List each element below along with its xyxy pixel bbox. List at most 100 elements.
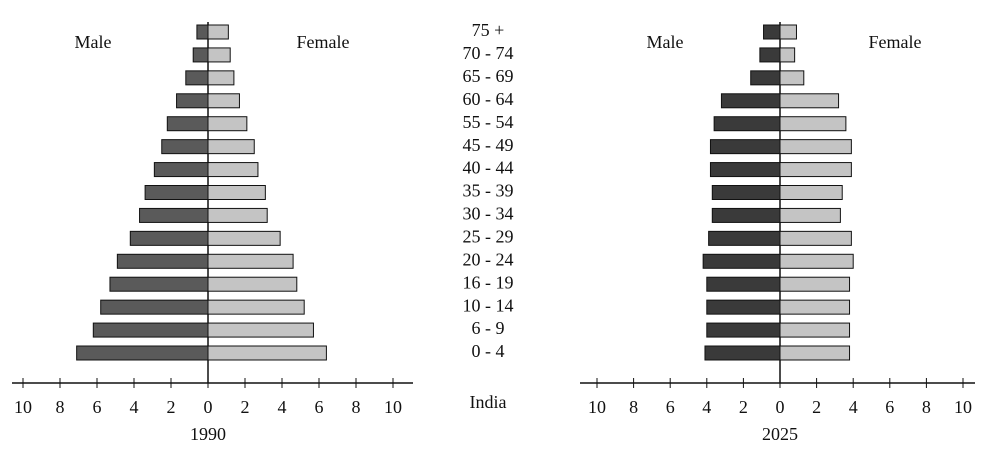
bar — [779, 253, 854, 269]
category-label: 35 - 39 — [463, 181, 514, 201]
bar — [779, 70, 805, 86]
bar — [709, 139, 781, 155]
x-tick-label: 10 — [14, 397, 32, 417]
bar — [779, 230, 852, 246]
x-tick-label: 6 — [315, 397, 324, 417]
bar — [779, 345, 851, 361]
category-label: 70 - 74 — [463, 43, 514, 63]
x-tick-label: 8 — [352, 397, 361, 417]
bar — [779, 139, 852, 155]
x-tick-label: 10 — [384, 397, 402, 417]
bar — [706, 276, 781, 292]
bar — [153, 162, 209, 178]
bar — [109, 276, 209, 292]
x-tick-label: 2 — [167, 397, 176, 417]
legend-label: Female — [869, 32, 922, 52]
bar — [779, 24, 797, 40]
panel-label: 1990 — [190, 424, 226, 444]
bar — [779, 276, 851, 292]
bar — [116, 253, 209, 269]
category-label: 10 - 14 — [463, 295, 514, 315]
bar — [779, 185, 843, 200]
bar — [176, 93, 209, 109]
center-label: India — [470, 392, 507, 412]
bar — [166, 116, 209, 132]
bar — [192, 47, 209, 63]
bar — [779, 116, 847, 132]
panel-label: 2025 — [762, 424, 798, 444]
x-tick-label: 4 — [849, 397, 858, 417]
bar — [207, 185, 266, 200]
bar — [711, 207, 781, 223]
bar — [207, 70, 235, 86]
category-label: 20 - 24 — [463, 249, 514, 269]
x-tick-label: 10 — [588, 397, 606, 417]
bar — [779, 299, 851, 315]
bar — [706, 299, 781, 315]
bar — [207, 230, 281, 246]
category-label: 45 - 49 — [463, 135, 514, 155]
legend-label: Female — [297, 32, 350, 52]
category-label: 55 - 54 — [463, 112, 514, 132]
bar — [185, 70, 209, 86]
category-label: 40 - 44 — [463, 158, 514, 178]
x-tick-label: 4 — [278, 397, 287, 417]
bar — [196, 24, 209, 40]
bar — [207, 93, 240, 109]
bar — [779, 207, 841, 223]
category-label: 65 - 69 — [463, 66, 514, 86]
bar — [779, 47, 796, 63]
bar — [763, 24, 781, 40]
bar — [779, 322, 851, 338]
bar — [207, 253, 294, 269]
bar — [720, 93, 781, 109]
x-tick-label: 2 — [812, 397, 821, 417]
bar — [713, 116, 781, 132]
bar — [207, 207, 268, 223]
bar — [76, 345, 209, 361]
x-tick-label: 2 — [241, 397, 250, 417]
x-tick-label: 6 — [885, 397, 894, 417]
x-tick-label: 10 — [954, 397, 972, 417]
x-tick-label: 0 — [776, 397, 785, 417]
x-tick-label: 4 — [702, 397, 711, 417]
category-label: 25 - 29 — [463, 226, 514, 246]
bar — [709, 162, 781, 178]
bar — [702, 253, 781, 269]
bar — [207, 345, 327, 361]
x-tick-label: 0 — [204, 397, 213, 417]
category-label: 30 - 34 — [463, 204, 514, 224]
legend-label: Male — [647, 32, 684, 52]
x-tick-label: 6 — [93, 397, 102, 417]
bar — [704, 345, 781, 361]
category-label: 16 - 19 — [463, 272, 514, 292]
x-tick-label: 2 — [739, 397, 748, 417]
x-tick-label: 8 — [922, 397, 931, 417]
bar — [144, 185, 209, 200]
bar — [207, 47, 231, 63]
bar — [207, 162, 259, 178]
bar — [708, 230, 781, 246]
bar — [92, 322, 209, 338]
bar — [706, 322, 781, 338]
bar — [100, 299, 209, 315]
category-label: 60 - 64 — [463, 89, 514, 109]
bar — [711, 185, 781, 200]
legend-label: Male — [75, 32, 112, 52]
bar — [139, 207, 209, 223]
bar — [207, 299, 305, 315]
x-tick-label: 4 — [130, 397, 139, 417]
bar — [207, 116, 248, 132]
bar — [759, 47, 781, 63]
bar — [207, 139, 255, 155]
bar — [161, 139, 209, 155]
bar — [779, 162, 852, 178]
category-label: 0 - 4 — [472, 341, 505, 361]
x-tick-label: 8 — [56, 397, 65, 417]
bar — [207, 322, 314, 338]
bar — [129, 230, 209, 246]
x-tick-label: 6 — [666, 397, 675, 417]
bar — [207, 276, 298, 292]
category-label: 75 + — [472, 20, 505, 40]
